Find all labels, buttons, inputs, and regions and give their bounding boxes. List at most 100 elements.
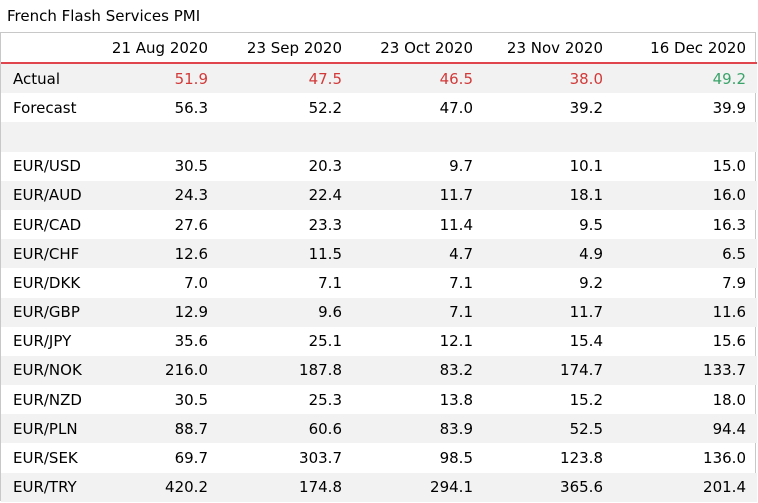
pair-value: 201.4 [614, 472, 757, 502]
header-date: 23 Sep 2020 [246, 38, 342, 57]
pair-value: 15.0 [712, 157, 746, 176]
pair-value: 15.6 [712, 332, 746, 351]
table-row: EUR/NZD 30.5 25.3 13.8 15.2 18.0 [1, 385, 757, 414]
table-row: EUR/AUD 24.3 22.4 11.7 18.1 16.0 [1, 180, 757, 210]
pair-value: 16.0 [614, 180, 757, 210]
pair-value: 7.1 [449, 273, 473, 292]
pair-label: EUR/NOK [1, 355, 86, 386]
pair-label: EUR/CHF [1, 239, 86, 269]
pair-label: EUR/TRY [1, 472, 86, 502]
pair-value: 69.7 [174, 449, 208, 468]
pair-value: 136.0 [703, 449, 746, 468]
row-label: Actual [1, 63, 86, 94]
pair-value: 27.6 [174, 215, 208, 234]
header-date: 21 Aug 2020 [111, 38, 208, 57]
pair-value: 9.7 [449, 157, 473, 176]
actual-row: Actual 51.9 47.5 46.5 38.0 49.2 [1, 63, 757, 94]
table-row: EUR/CHF 12.6 11.5 4.7 4.9 6.5 [1, 239, 757, 269]
forecast-value: 39.9 [712, 98, 746, 117]
spacer-cell [219, 122, 353, 152]
pair-label: EUR/AUD [1, 180, 86, 210]
forecast-value: 56.3 [174, 98, 208, 117]
pair-value: 7.1 [353, 297, 484, 327]
pair-value: 22.4 [219, 180, 353, 210]
pair-value: 365.6 [484, 472, 614, 502]
pair-value: 12.1 [439, 332, 473, 351]
pair-value: 10.1 [569, 157, 603, 176]
pair-value: 11.6 [614, 297, 757, 327]
forecast-value: 39.2 [569, 98, 603, 117]
spacer-cell [614, 122, 757, 152]
actual-value: 49.2 [614, 63, 757, 94]
table-row: EUR/TRY 420.2 174.8 294.1 365.6 201.4 [1, 472, 757, 502]
pair-value: 9.6 [219, 297, 353, 327]
pair-value: 294.1 [353, 472, 484, 502]
pmi-table: 21 Aug 2020 23 Sep 2020 23 Oct 2020 23 N… [1, 33, 757, 502]
pair-value: 88.7 [86, 414, 219, 444]
header-date: 16 Dec 2020 [650, 38, 746, 57]
table-title: French Flash Services PMI [7, 7, 201, 25]
pair-value: 25.1 [308, 332, 342, 351]
header-date: 23 Oct 2020 [380, 38, 473, 57]
pair-label: EUR/USD [13, 157, 81, 176]
pair-value: 98.5 [439, 449, 473, 468]
table-row: EUR/NOK 216.0 187.8 83.2 174.7 133.7 [1, 355, 757, 386]
pair-value: 94.4 [614, 414, 757, 444]
pair-value: 11.7 [484, 297, 614, 327]
pair-value: 123.8 [560, 449, 603, 468]
pair-value: 303.7 [299, 449, 342, 468]
pair-value: 20.3 [308, 157, 342, 176]
pair-label: EUR/CAD [13, 215, 82, 234]
pair-value: 83.9 [353, 414, 484, 444]
pair-value: 9.2 [579, 273, 603, 292]
forecast-value: 52.2 [308, 98, 342, 117]
pair-value: 174.7 [484, 355, 614, 386]
table-row: EUR/GBP 12.9 9.6 7.1 11.7 11.6 [1, 297, 757, 327]
pair-value: 7.0 [184, 273, 208, 292]
pair-value: 24.3 [86, 180, 219, 210]
header-corner [1, 33, 86, 63]
pair-value: 83.2 [353, 355, 484, 386]
table-row: EUR/USD 30.5 20.3 9.7 10.1 15.0 [1, 152, 757, 181]
pair-value: 11.7 [353, 180, 484, 210]
pair-value: 7.9 [722, 273, 746, 292]
pair-label: EUR/GBP [1, 297, 86, 327]
pair-value: 12.9 [86, 297, 219, 327]
pair-value: 52.5 [484, 414, 614, 444]
pair-value: 60.6 [219, 414, 353, 444]
pair-value: 18.0 [712, 390, 746, 409]
pair-value: 420.2 [86, 472, 219, 502]
pair-value: 12.6 [86, 239, 219, 269]
pair-value: 13.8 [439, 390, 473, 409]
pair-label: EUR/PLN [1, 414, 86, 444]
pair-value: 7.1 [318, 273, 342, 292]
actual-value: 46.5 [353, 63, 484, 94]
spacer-cell [1, 122, 86, 152]
pair-value: 30.5 [174, 157, 208, 176]
pmi-table-container: 21 Aug 2020 23 Sep 2020 23 Oct 2020 23 N… [0, 32, 757, 502]
spacer-cell [86, 122, 219, 152]
pair-value: 4.7 [353, 239, 484, 269]
spacer-cell [484, 122, 614, 152]
pair-value: 174.8 [219, 472, 353, 502]
header-row: 21 Aug 2020 23 Sep 2020 23 Oct 2020 23 N… [1, 33, 757, 63]
header-date: 23 Nov 2020 [506, 38, 603, 57]
pair-label: EUR/NZD [13, 390, 82, 409]
table-row: EUR/SEK 69.7 303.7 98.5 123.8 136.0 [1, 443, 757, 472]
pair-label: EUR/JPY [13, 332, 72, 351]
row-label: Forecast [13, 98, 77, 117]
table-row: EUR/JPY 35.6 25.1 12.1 15.4 15.6 [1, 327, 757, 356]
pair-value: 15.4 [569, 332, 603, 351]
actual-value: 51.9 [86, 63, 219, 94]
pair-value: 11.4 [439, 215, 473, 234]
table-row: EUR/CAD 27.6 23.3 11.4 9.5 16.3 [1, 210, 757, 239]
pair-value: 11.5 [219, 239, 353, 269]
pair-value: 16.3 [712, 215, 746, 234]
spacer-row [1, 122, 757, 152]
spacer-cell [353, 122, 484, 152]
pair-value: 23.3 [308, 215, 342, 234]
pair-value: 6.5 [614, 239, 757, 269]
table-row: EUR/PLN 88.7 60.6 83.9 52.5 94.4 [1, 414, 757, 444]
table-row: EUR/DKK 7.0 7.1 7.1 9.2 7.9 [1, 268, 757, 297]
pair-value: 30.5 [174, 390, 208, 409]
